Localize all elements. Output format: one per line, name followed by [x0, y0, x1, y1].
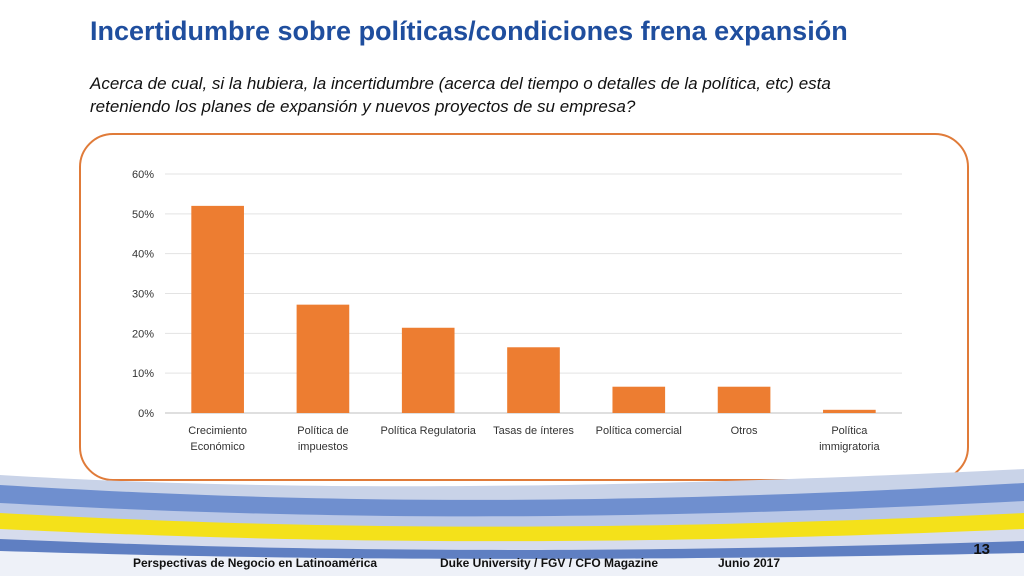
x-axis-category-labels: Crecimiento Económico Política de impuestos… [188, 425, 880, 453]
footer-institutions: Duke University / FGV / CFO Magazine [440, 556, 659, 570]
bars [191, 205, 876, 413]
x-category-label: Política Regulatoria [381, 425, 477, 437]
bar [296, 304, 350, 413]
slide-title: Incertidumbre sobre políticas/condicione… [90, 16, 848, 46]
footer-source: Perspectivas de Negocio en Latinoamérica [133, 556, 378, 570]
bar [401, 327, 455, 413]
page-number: 13 [973, 541, 990, 558]
x-category-label: Económico [190, 441, 244, 453]
x-category-label: Política de [297, 425, 348, 437]
y-tick-label: 30% [132, 289, 154, 301]
x-category-label: Crecimiento [188, 425, 247, 437]
y-tick-label: 50% [132, 209, 154, 221]
y-tick-label: 60% [132, 169, 154, 181]
y-tick-label: 0% [138, 408, 154, 420]
y-axis-tick-labels: 0% 10% 20% 30% 40% 50% 60% [132, 169, 154, 420]
bar [507, 347, 560, 413]
footer-decoration [0, 469, 1024, 576]
x-category-label: immigratoria [819, 441, 880, 453]
x-category-label: Política [831, 425, 868, 437]
chart-frame [79, 133, 969, 481]
y-tick-label: 10% [132, 368, 154, 380]
y-tick-label: 20% [132, 328, 154, 340]
gridlines [165, 173, 902, 414]
x-category-label: Otros [731, 425, 758, 437]
x-category-label: Política comercial [596, 425, 682, 437]
bar [717, 386, 771, 413]
y-tick-label: 40% [132, 249, 154, 261]
x-category-label: Tasas de ínteres [493, 425, 574, 437]
bar [612, 386, 666, 413]
footer-date: Junio 2017 [718, 556, 781, 570]
x-category-label: impuestos [298, 441, 349, 453]
bar [191, 205, 244, 413]
bar [823, 409, 876, 413]
slide-subtitle: Acerca de cual, si la hubiera, la incert… [90, 74, 831, 116]
